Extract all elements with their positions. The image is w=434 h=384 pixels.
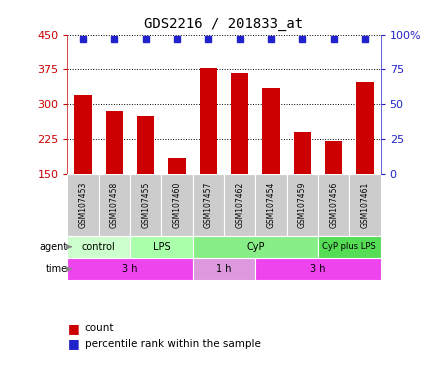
Text: LPS: LPS [152,242,170,252]
Bar [130,174,161,236]
Bar [293,132,310,174]
Title: GDS2216 / 201833_at: GDS2216 / 201833_at [144,17,303,31]
Text: 3 h: 3 h [309,264,325,274]
Bar [99,174,130,236]
Bar [224,174,255,236]
Text: GSM107454: GSM107454 [266,182,275,228]
Text: time: time [46,264,68,274]
Text: GSM107458: GSM107458 [110,182,118,228]
Text: count: count [85,323,114,333]
Bar [137,116,154,174]
Text: GSM107453: GSM107453 [79,182,87,228]
Bar [324,141,342,174]
Text: 1 h: 1 h [216,264,231,274]
Bar [286,174,317,236]
Bar [355,82,373,174]
Bar [161,174,192,236]
Text: CyP: CyP [246,242,264,252]
Bar [192,174,224,236]
Bar [168,158,185,174]
Text: GSM107460: GSM107460 [172,182,181,228]
Bar [317,174,349,236]
Text: percentile rank within the sample: percentile rank within the sample [85,339,260,349]
Bar [255,174,286,236]
Text: control: control [82,242,115,252]
Bar [67,258,192,280]
Bar [67,174,99,236]
Bar [230,73,248,174]
Bar [67,236,130,258]
Bar [255,258,380,280]
Text: GSM107459: GSM107459 [297,182,306,228]
Text: GSM107462: GSM107462 [235,182,243,228]
Text: agent: agent [39,242,68,252]
Bar [262,88,279,174]
Text: GSM107461: GSM107461 [360,182,368,228]
Text: CyP plus LPS: CyP plus LPS [322,242,375,251]
Bar [199,68,217,174]
Bar [105,111,123,174]
Text: GSM107457: GSM107457 [204,182,212,228]
Text: GSM107456: GSM107456 [329,182,337,228]
Bar [192,236,317,258]
Bar [192,258,255,280]
Text: ■: ■ [67,337,79,350]
Text: ■: ■ [67,322,79,335]
Text: GSM107455: GSM107455 [141,182,150,228]
Text: 3 h: 3 h [122,264,138,274]
Bar [349,174,380,236]
Bar [317,236,380,258]
Bar [130,236,192,258]
Bar [74,95,92,174]
